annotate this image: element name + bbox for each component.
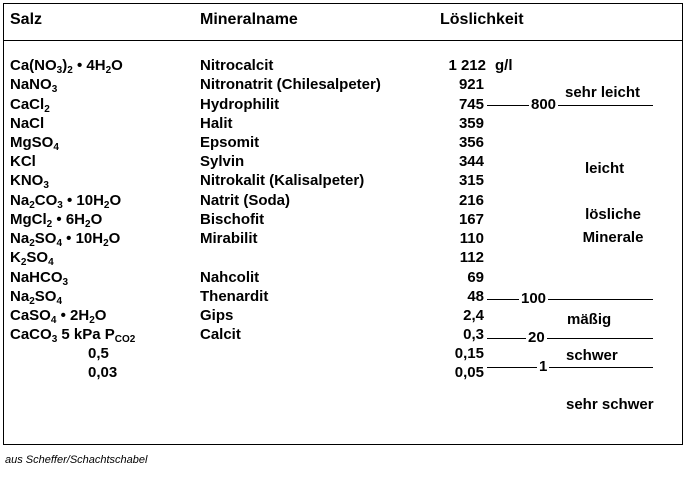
mineral-cell: Natrit (Soda) [200, 192, 290, 209]
threshold-label-1: 1 [537, 358, 550, 376]
source-note: aus Scheffer/Schachtschabel [5, 454, 148, 466]
mineral-cell: Gips [200, 307, 234, 324]
solubility-cell: 48 [467, 288, 484, 305]
solubility-cell: 344 [458, 153, 484, 170]
salt-cell: CaCl2 [10, 96, 50, 115]
category-very-easy: sehr leicht [565, 84, 641, 101]
mineral-cell: Nitrocalcit [200, 57, 274, 74]
threshold-line-800 [487, 105, 653, 106]
header-mineral: Mineralname [200, 11, 298, 28]
threshold-label-100: 100 [519, 290, 549, 308]
salt-cell: CaCO3 5 kPa PCO2 [10, 326, 136, 345]
salt-cell: NaNO3 [10, 76, 58, 95]
solubility-cell: 110 [459, 230, 484, 247]
mineral-cell: Sylvin [200, 153, 245, 170]
solubility-cell: 359 [458, 115, 484, 132]
threshold-label-20: 20 [526, 329, 547, 347]
mineral-cell: Mirabilit [200, 230, 258, 247]
solubility-cell: 745 [458, 96, 484, 113]
salt-cell: Na2SO4 [10, 288, 62, 307]
category-easy: leicht [585, 160, 625, 177]
mineral-cell: Nitronatrit (Chilesalpeter) [200, 76, 381, 93]
mineral-cell: Epsomit [200, 134, 260, 151]
salt-cell: 0,5 [88, 345, 109, 362]
solubility-cell: 315 [458, 172, 484, 189]
mineral-cell: Calcit [200, 326, 241, 343]
salt-cell: KCl [10, 153, 36, 170]
salt-cell: NaCl [10, 115, 45, 132]
table-frame [3, 3, 683, 445]
header-salt: Salz [10, 11, 43, 28]
category-moderate: mäßig [567, 311, 612, 328]
threshold-label-800: 800 [529, 96, 559, 114]
category-soluble-line2: Minerale [582, 229, 644, 246]
unit-label: g/l [495, 57, 513, 74]
mineral-cell: Hydrophilit [200, 96, 280, 113]
solubility-cell: 216 [458, 192, 484, 209]
salt-cell: NaHCO3 [10, 269, 69, 288]
solubility-cell: 0,3 [463, 326, 484, 343]
salt-cell: K2SO4 [10, 249, 54, 268]
threshold-line-100 [487, 299, 653, 300]
solubility-cell: 356 [458, 134, 484, 151]
solubility-cell: 69 [467, 269, 484, 286]
solubility-cell: 112 [459, 249, 484, 266]
solubility-cell: 2,4 [463, 307, 484, 324]
header-divider [3, 40, 683, 41]
salt-cell: 0,03 [88, 364, 118, 381]
solubility-cell: 1 212 [448, 57, 486, 74]
salt-cell: Na2SO4 • 10H2O [10, 230, 121, 249]
salt-cell: Na2CO3 • 10H2O [10, 192, 122, 211]
threshold-line-20 [487, 338, 653, 339]
salt-cell: CaSO4 • 2H2O [10, 307, 107, 326]
solubility-cell: 0,05 [454, 364, 484, 381]
salt-cell: MgCl2 • 6H2O [10, 211, 103, 230]
category-very-difficult: sehr schwer [566, 396, 654, 413]
category-soluble-line1: lösliche [585, 206, 641, 223]
threshold-line-1 [487, 367, 653, 368]
mineral-cell: Thenardit [200, 288, 269, 305]
salt-cell: KNO3 [10, 172, 49, 191]
mineral-cell: Nahcolit [200, 269, 260, 286]
solubility-cell: 167 [458, 211, 484, 228]
mineral-cell: Nitrokalit (Kalisalpeter) [200, 172, 365, 189]
mineral-cell: Halit [200, 115, 233, 132]
salt-cell: MgSO4 [10, 134, 59, 153]
header-solubility: Löslichkeit [440, 11, 524, 28]
category-difficult: schwer [566, 347, 618, 364]
mineral-cell: Bischofit [200, 211, 265, 228]
salt-cell: Ca(NO3)2 • 4H2O [10, 57, 123, 76]
solubility-cell: 0,15 [454, 345, 484, 362]
solubility-cell: 921 [458, 76, 484, 93]
